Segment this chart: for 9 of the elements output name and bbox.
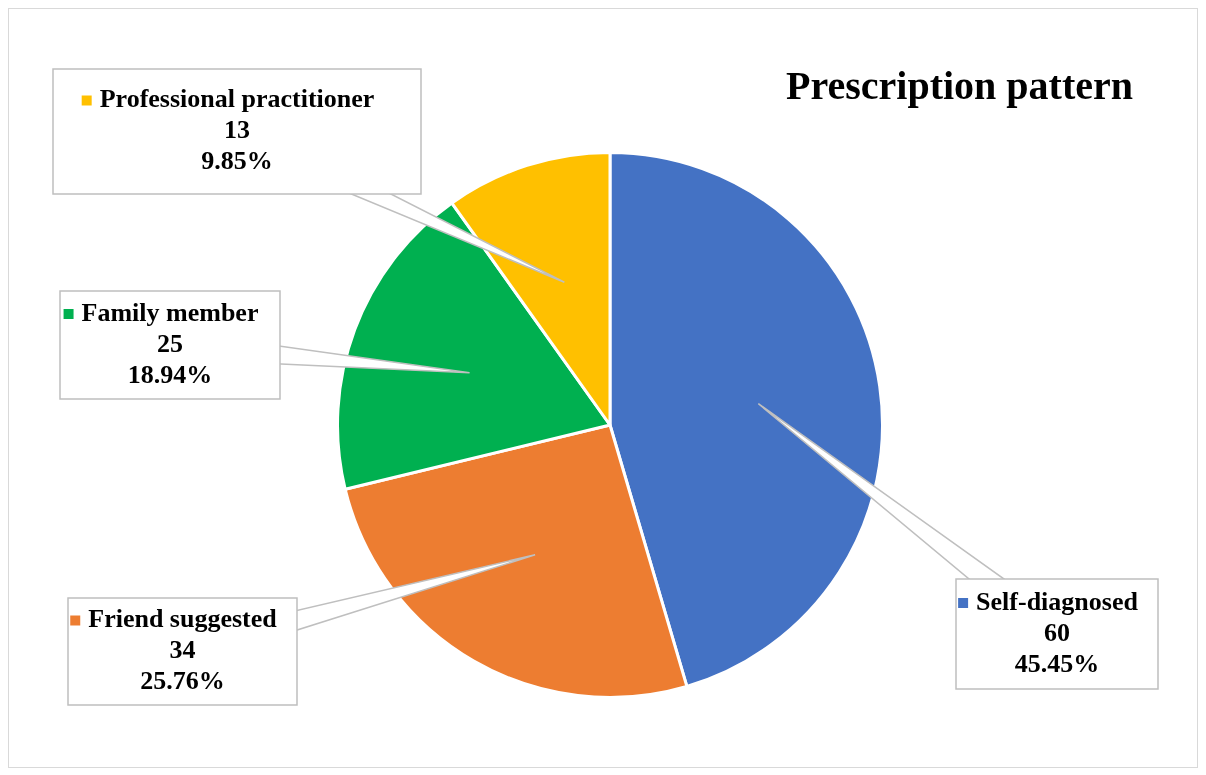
legend-label: Family member <box>81 297 259 327</box>
chart-title: Prescription pattern <box>786 63 1133 109</box>
data-label: 60 45.45% <box>1014 617 1100 678</box>
legend-label: Friend suggested <box>88 604 278 634</box>
data-label: 25 18.94% <box>127 328 213 389</box>
legend-label: Self-diagnosed <box>976 586 1139 616</box>
data-label: 34 25.76% <box>140 635 225 696</box>
data-label: 13 9.85% <box>201 115 273 176</box>
legend-label: Professional practitioner <box>99 84 375 114</box>
